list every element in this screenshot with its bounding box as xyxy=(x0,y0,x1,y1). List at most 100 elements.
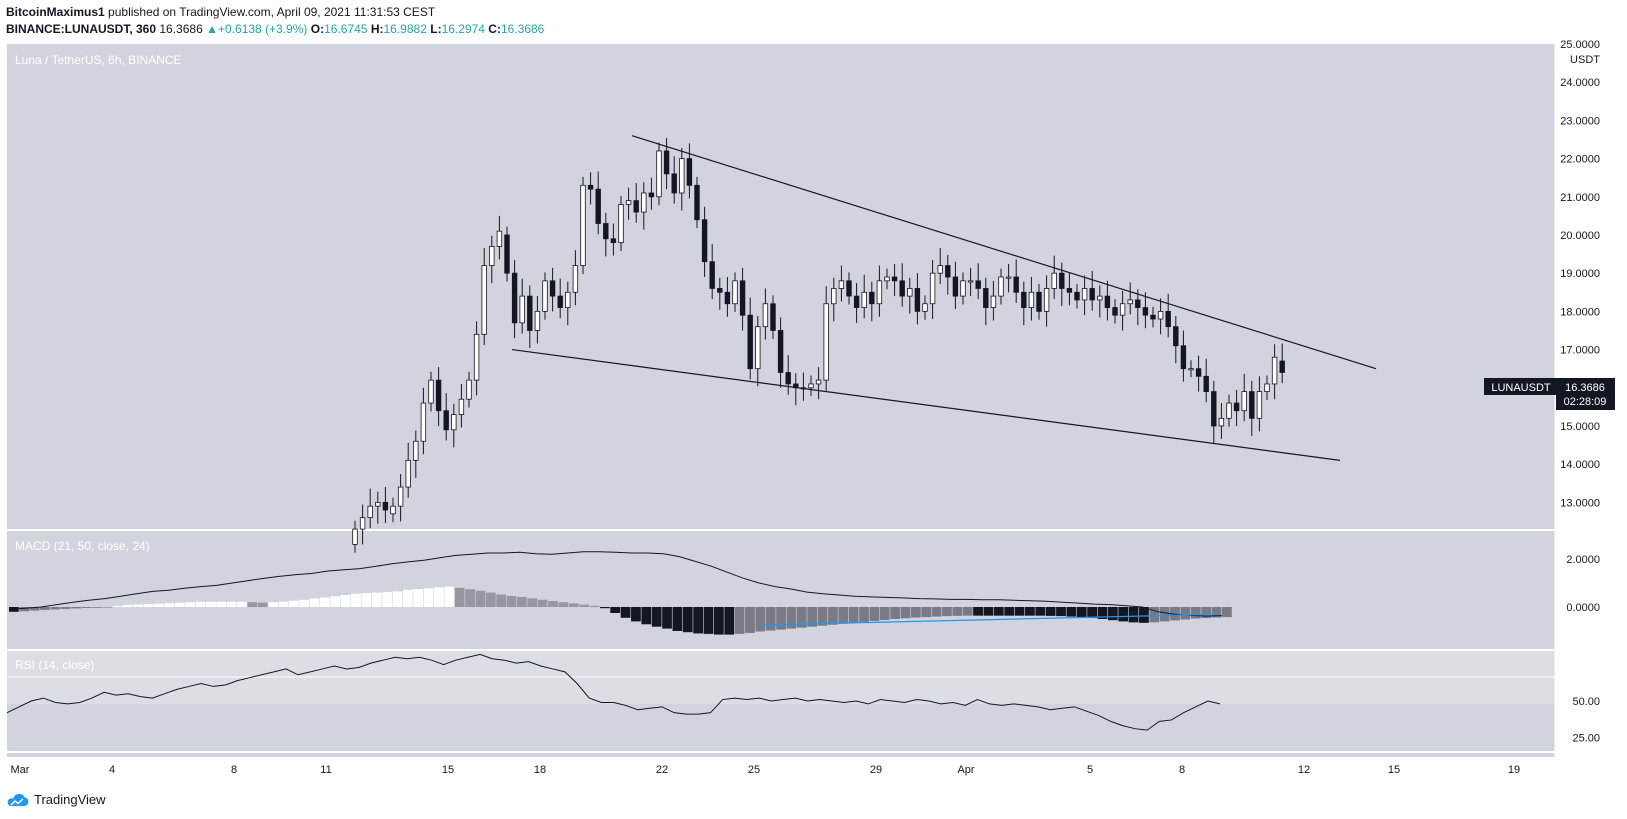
candle-body xyxy=(732,280,738,305)
macd-bar xyxy=(216,601,227,607)
macd-bar xyxy=(257,602,268,607)
macd-bar xyxy=(848,607,859,623)
candle xyxy=(1249,380,1255,436)
candle xyxy=(891,264,898,297)
macd-line xyxy=(8,551,1223,617)
macd-bar xyxy=(1025,607,1035,616)
candle xyxy=(861,274,867,319)
macd-bar xyxy=(734,607,745,634)
candle xyxy=(701,206,708,277)
candle xyxy=(709,244,715,300)
rsi-tick-label: 50.00 xyxy=(1572,696,1600,708)
candlestick-series xyxy=(352,137,1285,553)
candle-body xyxy=(770,303,776,331)
candle-body xyxy=(428,379,434,404)
candle-body xyxy=(443,410,449,431)
candle xyxy=(808,375,814,397)
candle-body xyxy=(1195,368,1202,377)
candle-body xyxy=(1279,360,1285,373)
time-tick-label: 12 xyxy=(1298,764,1310,776)
candle-body xyxy=(1226,402,1232,419)
candle-body xyxy=(1203,375,1209,392)
candle xyxy=(603,212,609,257)
candle xyxy=(884,268,890,290)
author-name[interactable]: BitcoinMaximus1 xyxy=(6,5,105,19)
time-tick-label: 5 xyxy=(1087,764,1093,776)
time-tick-label: 18 xyxy=(534,764,546,776)
macd-bar xyxy=(1190,607,1201,619)
candle-body xyxy=(420,402,427,442)
candle-body xyxy=(709,261,715,289)
tradingview-brand[interactable]: TradingView xyxy=(6,792,106,807)
candle-body xyxy=(534,310,541,331)
candle-body xyxy=(572,265,579,293)
candle xyxy=(1142,292,1149,329)
candle xyxy=(755,315,761,387)
candle-body xyxy=(929,272,936,305)
macd-bar xyxy=(682,607,693,633)
macd-bar xyxy=(361,593,372,607)
candle-body xyxy=(1173,326,1179,347)
candle xyxy=(831,277,837,322)
candle-body xyxy=(967,280,974,283)
macd-bar xyxy=(921,607,932,618)
candle xyxy=(952,261,959,310)
macd-bar xyxy=(558,602,569,607)
candle xyxy=(1211,380,1217,444)
price-tag-bg xyxy=(1556,378,1615,410)
macd-bar xyxy=(589,605,600,607)
macd-bar xyxy=(755,607,766,632)
candle xyxy=(732,272,738,313)
candle-body xyxy=(899,280,905,297)
candle xyxy=(1157,298,1164,335)
candle-body xyxy=(473,333,480,381)
candle-body xyxy=(907,288,913,297)
price-tick-label: 15.0000 xyxy=(1560,421,1600,433)
time-axis[interactable]: Mar 4 8 11 15 18 22 25 29 Apr 5 8 12 15 19 xyxy=(11,764,1521,776)
macd-bar xyxy=(631,607,641,622)
time-tick-label: 19 xyxy=(1508,764,1520,776)
macd-bar xyxy=(102,607,113,608)
macd-bar xyxy=(1149,607,1160,623)
macd-bar xyxy=(330,596,341,607)
price-tick-label: 24.0000 xyxy=(1560,77,1600,89)
candle xyxy=(823,286,829,391)
macd-bar xyxy=(807,607,818,627)
macd-bar xyxy=(983,607,994,616)
candle xyxy=(739,267,746,331)
candle xyxy=(686,143,693,199)
candle-body xyxy=(1074,291,1080,301)
macd-bar xyxy=(60,607,71,609)
candle xyxy=(1112,299,1118,324)
macd-bar xyxy=(340,595,351,607)
candle-body xyxy=(998,276,1004,297)
candle xyxy=(511,260,518,339)
macd-bar xyxy=(423,588,434,607)
candle xyxy=(679,147,685,211)
cloud-logo-icon xyxy=(7,793,29,806)
candle-body xyxy=(1241,391,1247,412)
candle xyxy=(1097,285,1103,318)
chart-background xyxy=(7,44,1555,757)
macd-bar xyxy=(1056,607,1066,617)
candle-body xyxy=(679,158,685,194)
macd-bar xyxy=(91,607,102,608)
candle-body xyxy=(869,291,875,305)
resistance-trendline[interactable] xyxy=(631,135,1377,370)
candle-body xyxy=(686,158,693,186)
candle xyxy=(1005,264,1012,293)
support-trendline[interactable] xyxy=(511,348,1341,461)
candle-body xyxy=(671,173,677,194)
candle xyxy=(1089,270,1095,311)
macd-bar xyxy=(1076,607,1087,618)
candle xyxy=(967,267,974,297)
candle xyxy=(359,504,366,545)
candle-body xyxy=(755,326,761,370)
macd-bar xyxy=(1180,607,1191,620)
candle-body xyxy=(1127,299,1133,305)
time-tick-label: 22 xyxy=(656,764,668,776)
macd-bar xyxy=(973,607,983,616)
macd-bar xyxy=(247,602,258,607)
macd-bar xyxy=(900,607,911,619)
